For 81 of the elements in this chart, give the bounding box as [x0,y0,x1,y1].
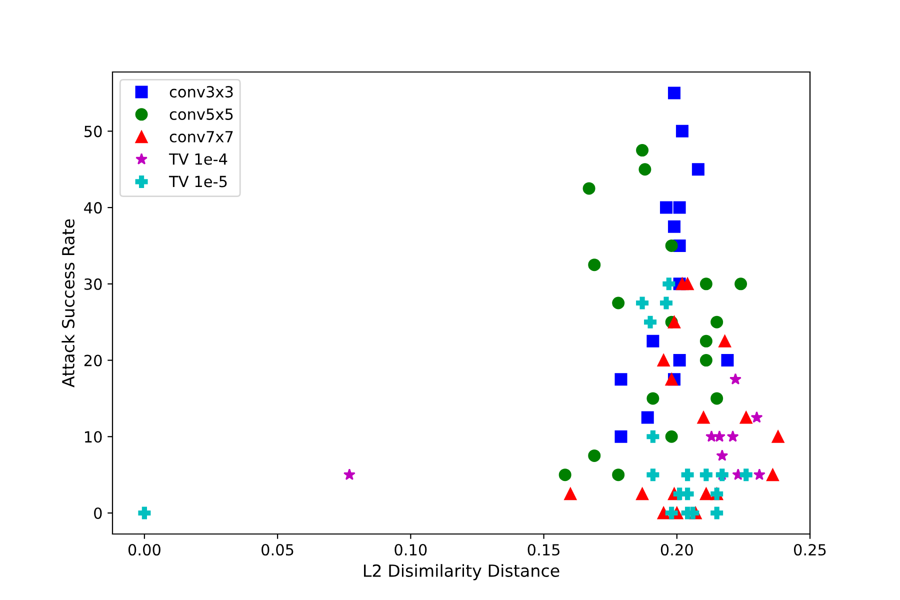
point [681,488,694,500]
point [692,163,704,176]
point [646,392,660,405]
point [646,334,660,348]
point [700,354,712,367]
point [710,506,724,520]
point [660,201,672,214]
point [676,124,688,138]
point [726,430,739,442]
point [700,488,712,500]
point [729,373,742,385]
point [753,468,766,480]
point [657,354,670,367]
y-tick-label: 50 [84,126,102,138]
y-axis-title: Attack Success Rate [62,219,75,388]
y-tick-label: 10 [85,431,102,443]
point [665,239,678,252]
point [750,411,763,423]
point [681,278,694,290]
point [700,468,712,482]
point [614,430,628,443]
legend-label: conv3x3 [170,86,233,98]
x-tick-label: 0.05 [262,544,294,556]
point [641,411,654,424]
point [714,430,726,442]
legend-label: conv5x5 [170,108,233,120]
x-axis-title: L2 Disimilarity Distance [364,564,560,580]
point [646,468,660,482]
point [660,296,672,310]
point [644,316,657,328]
point [662,278,676,290]
x-tick-label: 0.25 [794,544,826,556]
y-tick-label: 30 [84,278,102,290]
point [668,86,680,100]
point [710,392,724,405]
point [646,430,660,443]
point [614,373,628,386]
point [638,163,652,176]
point [673,354,686,367]
x-tick-label: 0.00 [128,544,160,556]
legend-label: TV 1e-4 [168,153,228,165]
x-tick-label: 0.10 [394,544,427,556]
point [772,430,784,443]
point [734,278,748,290]
point [665,373,678,386]
point [710,316,724,328]
legend-label: TV 1e-5 [168,176,227,188]
point [697,411,710,424]
x-tick-label: 0.15 [528,544,560,556]
point [588,449,601,462]
point [665,506,678,520]
point [612,296,625,310]
point [681,468,694,482]
point [668,220,680,233]
point [718,334,732,348]
point [612,468,625,482]
point [636,144,649,157]
point [716,449,728,461]
point [668,316,680,328]
point [673,201,686,214]
point [582,182,596,195]
y-tick-label: 40 [84,202,102,214]
point [740,411,752,424]
point [588,258,601,272]
point [721,354,734,367]
point [138,506,151,520]
x-tick-label: 0.20 [660,544,693,556]
point [558,468,572,482]
y-tick-label: 0 [94,507,102,520]
point [766,468,779,482]
legend-label: conv7x7 [170,131,233,142]
y-tick-label: 20 [84,354,102,366]
point [636,488,649,500]
point [700,278,712,290]
point [665,430,678,443]
point [343,468,356,480]
point [564,488,577,500]
point [700,334,712,348]
point [740,468,752,482]
point [706,430,718,442]
point [636,296,649,310]
